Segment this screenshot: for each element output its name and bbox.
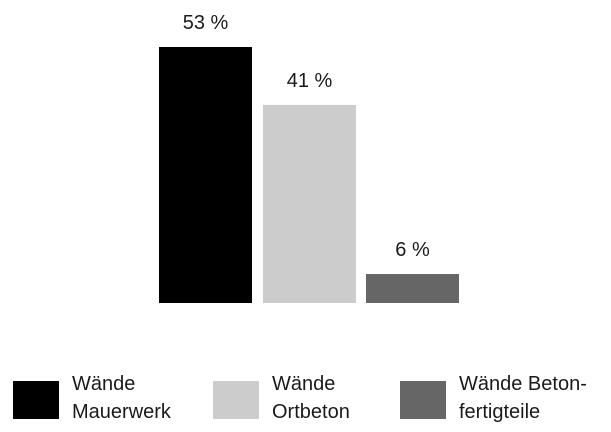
legend-label-ortbeton: Wände Ortbeton (272, 370, 350, 426)
legend-item-betonfertigteile: Wände Beton- fertigteile (400, 370, 587, 426)
bar-chart: 53 % 41 % 6 % (159, 12, 459, 303)
legend-label-line-1: Wände (72, 373, 136, 395)
legend-label-betonfertigteile: Wände Beton- fertigteile (459, 370, 587, 426)
legend-label-line-2: fertigteile (459, 401, 541, 423)
legend-item-ortbeton: Wände Ortbeton (213, 370, 350, 426)
bar-value-label-2: 41 % (287, 70, 333, 92)
bar-3 (366, 274, 459, 303)
bar-1 (159, 47, 252, 303)
legend-label-line-2: Mauerwerk (72, 401, 171, 423)
bar-value-labels: 53 % 41 % 6 % (183, 12, 430, 261)
legend-label-line-2: Ortbeton (272, 401, 350, 423)
bar-2 (263, 104, 356, 303)
bar-value-label-3: 6 % (395, 239, 430, 261)
bars-group (159, 47, 459, 303)
legend: Wände Mauerwerk Wände Ortbeton Wände Bet… (0, 370, 611, 432)
legend-label-line-1: Wände (272, 373, 336, 395)
legend-swatch-mauerwerk (13, 381, 59, 419)
legend-swatch-ortbeton (213, 381, 259, 419)
legend-item-mauerwerk: Wände Mauerwerk (13, 370, 171, 426)
legend-swatch-betonfertigteile (400, 381, 446, 419)
bar-value-label-1: 53 % (183, 12, 229, 34)
legend-label-mauerwerk: Wände Mauerwerk (72, 370, 171, 426)
legend-label-line-1: Wände Beton- (459, 373, 587, 395)
